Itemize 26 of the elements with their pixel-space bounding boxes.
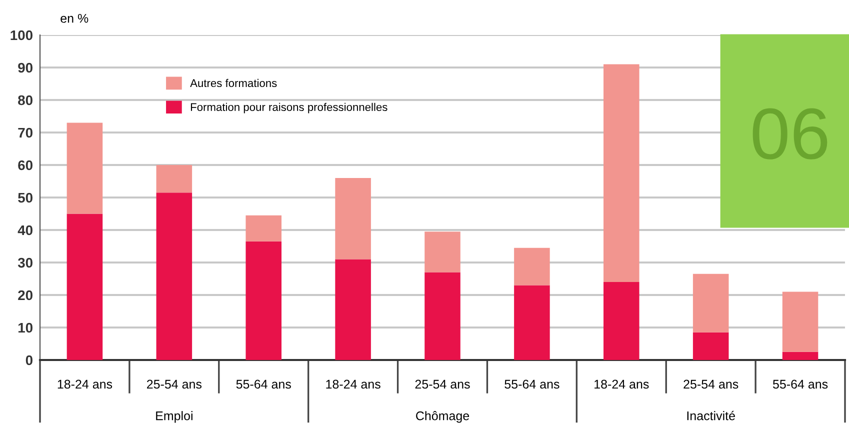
y-tick-label: 0 (26, 355, 32, 366)
y-tick-label: 80 (18, 95, 32, 106)
y-tick-label: 10 (18, 322, 32, 333)
x-tick-label: 25-54 ans (684, 380, 738, 389)
y-tick-label: 90 (18, 62, 32, 73)
y-tick-label: 50 (18, 192, 32, 203)
y-tick-label: 70 (18, 128, 32, 138)
text: Inactivité (687, 410, 735, 420)
y-tick-label: 30 (18, 258, 32, 268)
y-tick-label: 100 (10, 30, 32, 40)
x-tick-label: 55-64 ans (236, 380, 291, 389)
text: Emploi (156, 411, 192, 423)
x-tick-label: 55-64 ans (504, 380, 560, 389)
y-tick-label: 20 (18, 290, 32, 300)
x-tick-label: 25-54 ans (415, 380, 470, 389)
x-tick-label: 25-54 ans (147, 380, 202, 389)
x-tick-label: 18-24 ans (326, 380, 380, 389)
legend-label: Formation pour raisons professionnelles (190, 102, 388, 114)
legend-label: Autres formations (190, 78, 277, 88)
x-tick-label: 55-64 ans (772, 380, 828, 389)
text: Chômage (416, 411, 470, 423)
x-tick-label: 18-24 ans (58, 380, 112, 389)
y-tick-label: 40 (18, 225, 32, 236)
y-tick-label: 60 (18, 160, 32, 170)
x-tick-label: 18-24 ans (594, 380, 649, 389)
y-axis-title: en % (60, 14, 88, 23)
